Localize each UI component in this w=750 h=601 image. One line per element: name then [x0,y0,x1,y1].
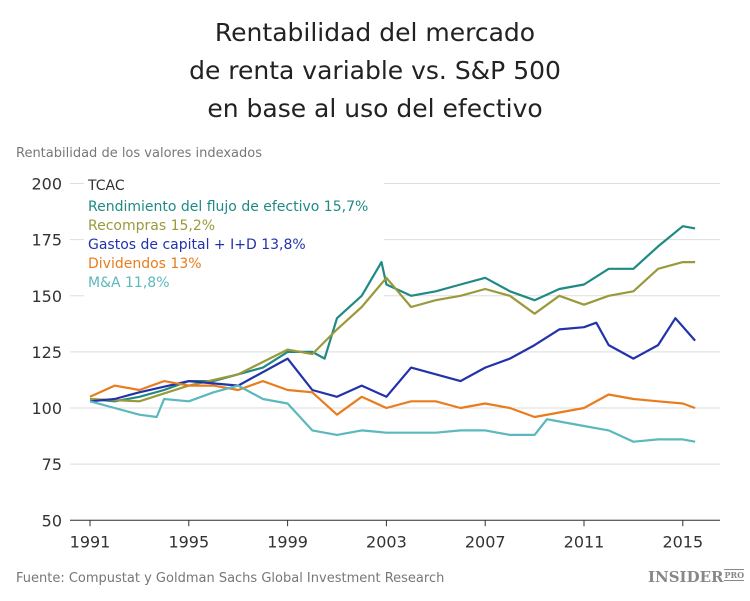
legend-entry: Dividendos 13% [88,256,202,272]
x-tick-label: 2003 [366,532,407,551]
title-line-3: en base al uso del efectivo [207,94,543,123]
insider-pro-logo: INSIDERPRO [648,568,745,586]
y-tick-label: 125 [31,343,62,362]
chart-title: Rentabilidad del mercado de renta variab… [0,14,750,128]
x-tick-label: 2007 [465,532,506,551]
x-tick-label: 1995 [168,532,209,551]
legend-entry: Gastos de capital + I+D 13,8% [88,237,306,253]
series-line-4 [89,380,696,419]
y-tick-label: 75 [42,455,62,474]
title-line-2: de renta variable vs. S&P 500 [189,56,561,85]
logo-sub: PRO [724,569,745,581]
legend-entry: M&A 11,8% [88,275,170,291]
x-tick-label: 2015 [662,532,703,551]
series-line-5 [89,384,696,443]
y-tick-label: 100 [31,399,62,418]
source-note: Fuente: Compustat y Goldman Sachs Global… [16,571,445,586]
y-tick-label: 175 [31,231,62,250]
title-line-1: Rentabilidad del mercado [214,18,536,47]
legend-background [84,172,384,300]
series-line-1 [89,225,696,403]
logo-main: INSIDER [648,568,724,586]
legend-title: TCAC [87,178,125,194]
series-line-3 [89,317,696,403]
x-tick-label: 1991 [70,532,111,551]
y-tick-label: 150 [31,287,62,306]
legend-entry: Rendimiento del flujo de efectivo 15,7% [88,199,368,215]
x-tick-label: 1999 [267,532,308,551]
y-axis-label: Rentabilidad de los valores indexados [16,146,262,161]
series-line-2 [89,261,696,403]
y-tick-label: 200 [31,175,62,194]
legend-entry: Recompras 15,2% [88,218,215,234]
x-tick-label: 2011 [564,532,605,551]
y-tick-label: 50 [42,511,62,530]
